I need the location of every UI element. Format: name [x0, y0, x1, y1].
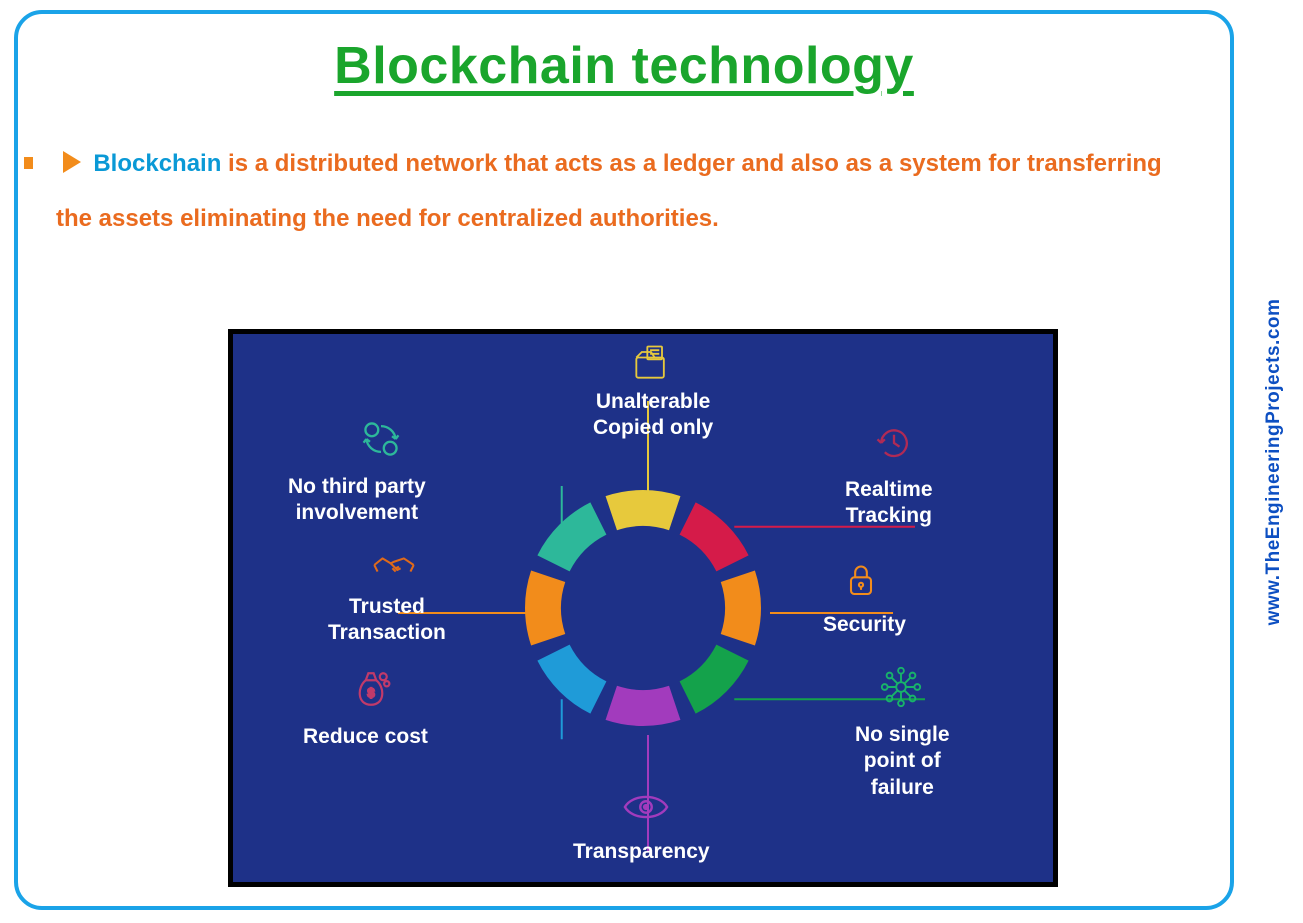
ring-segment: [611, 508, 674, 513]
lock-icon: [838, 556, 884, 602]
svg-text:$: $: [368, 686, 375, 700]
handshake-icon: [371, 542, 417, 588]
ring-segment: [554, 653, 599, 698]
network-icon: [878, 664, 924, 710]
ring-segment: [738, 576, 743, 639]
description-body: is a distributed network that acts as a …: [56, 150, 1162, 232]
description-keyword: Blockchain: [93, 150, 221, 177]
segment-label: Security: [823, 612, 906, 638]
money-bag-icon: $: [348, 666, 394, 712]
segment-label: Realtime Tracking: [845, 477, 933, 530]
ring-segment: [543, 576, 548, 639]
page-title: Blockchain technology: [18, 36, 1230, 96]
outer-frame: Blockchain technology Blockchain is a di…: [14, 10, 1234, 910]
arrow-bullet-icon: [63, 151, 81, 173]
folder-doc-icon: [628, 340, 674, 386]
ring-segment: [688, 519, 733, 564]
segment-label: Reduce cost: [303, 724, 428, 750]
ring-segment: [688, 653, 733, 698]
radial-diagram: Unalterable Copied only Realtime Tracking…: [228, 329, 1058, 887]
segment-label: No single point of failure: [855, 722, 950, 801]
segment-label: No third party involvement: [288, 474, 426, 527]
segment-label: Unalterable Copied only: [593, 389, 713, 442]
ring-segment: [554, 519, 599, 564]
segment-label: Transparency: [573, 839, 710, 865]
ring-segment: [611, 703, 674, 708]
exchange-icon: [358, 416, 404, 462]
description-row: Blockchain is a distributed network that…: [56, 136, 1192, 246]
bullet-tail: [24, 157, 33, 169]
watermark-text: www.TheEngineeringProjects.com: [1263, 298, 1285, 625]
eye-icon: [623, 784, 669, 830]
clock-back-icon: [871, 420, 917, 466]
segment-label: Trusted Transaction: [328, 594, 446, 647]
segment-ring: [493, 458, 793, 758]
